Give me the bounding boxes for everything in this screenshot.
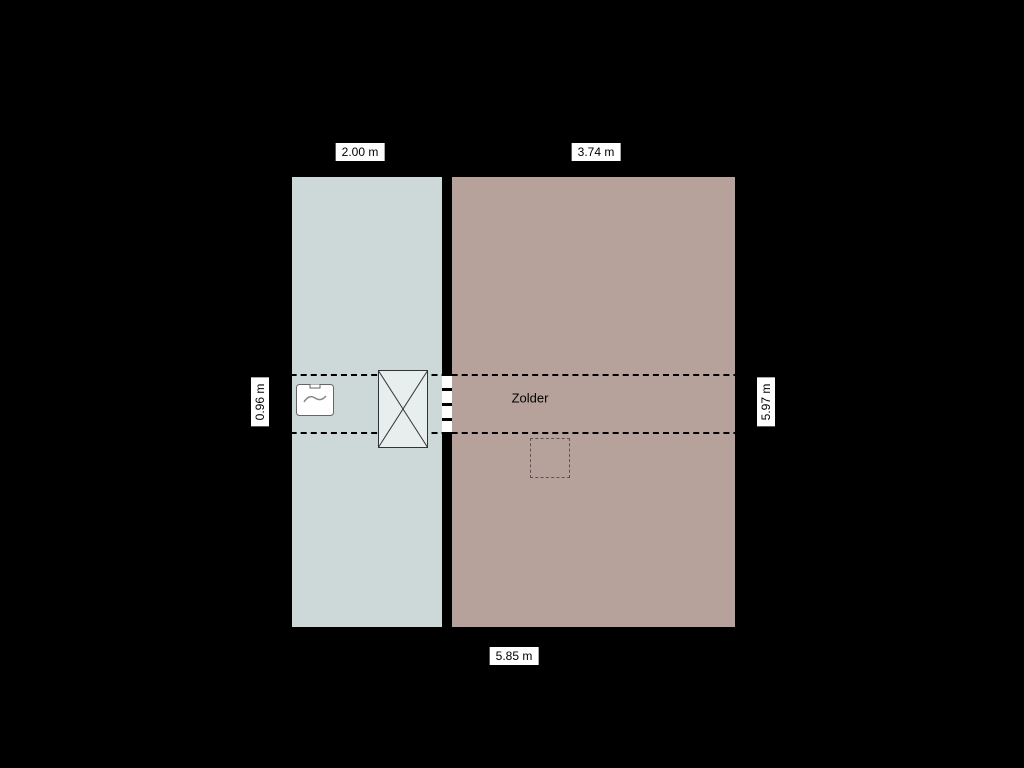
door-opening (442, 391, 452, 403)
floorplan-stage: Zolder 2.00 m 3.74 m 5.85 m 5.97 m 0.96 … (0, 0, 1024, 768)
door-opening (442, 421, 452, 432)
room-label-zolder: Zolder (512, 391, 549, 406)
room-zolder (452, 172, 740, 632)
dim-top-left: 2.00 m (336, 143, 385, 161)
guide-line-bottom (190, 432, 830, 434)
door-opening (442, 406, 452, 418)
outer-wall-left (282, 167, 292, 637)
outer-wall-right (735, 167, 745, 637)
dim-bottom: 5.85 m (490, 647, 539, 665)
outer-wall-top (282, 167, 745, 177)
outer-wall-bottom (282, 627, 745, 637)
dim-top-right: 3.74 m (572, 143, 621, 161)
stairwell-icon (378, 370, 428, 448)
dim-right: 5.97 m (757, 378, 775, 427)
door-opening (442, 376, 452, 388)
floor-hatch (530, 438, 570, 478)
appliance-icon (296, 384, 334, 416)
dim-left: 0.96 m (251, 378, 269, 427)
guide-line-top (190, 374, 830, 376)
